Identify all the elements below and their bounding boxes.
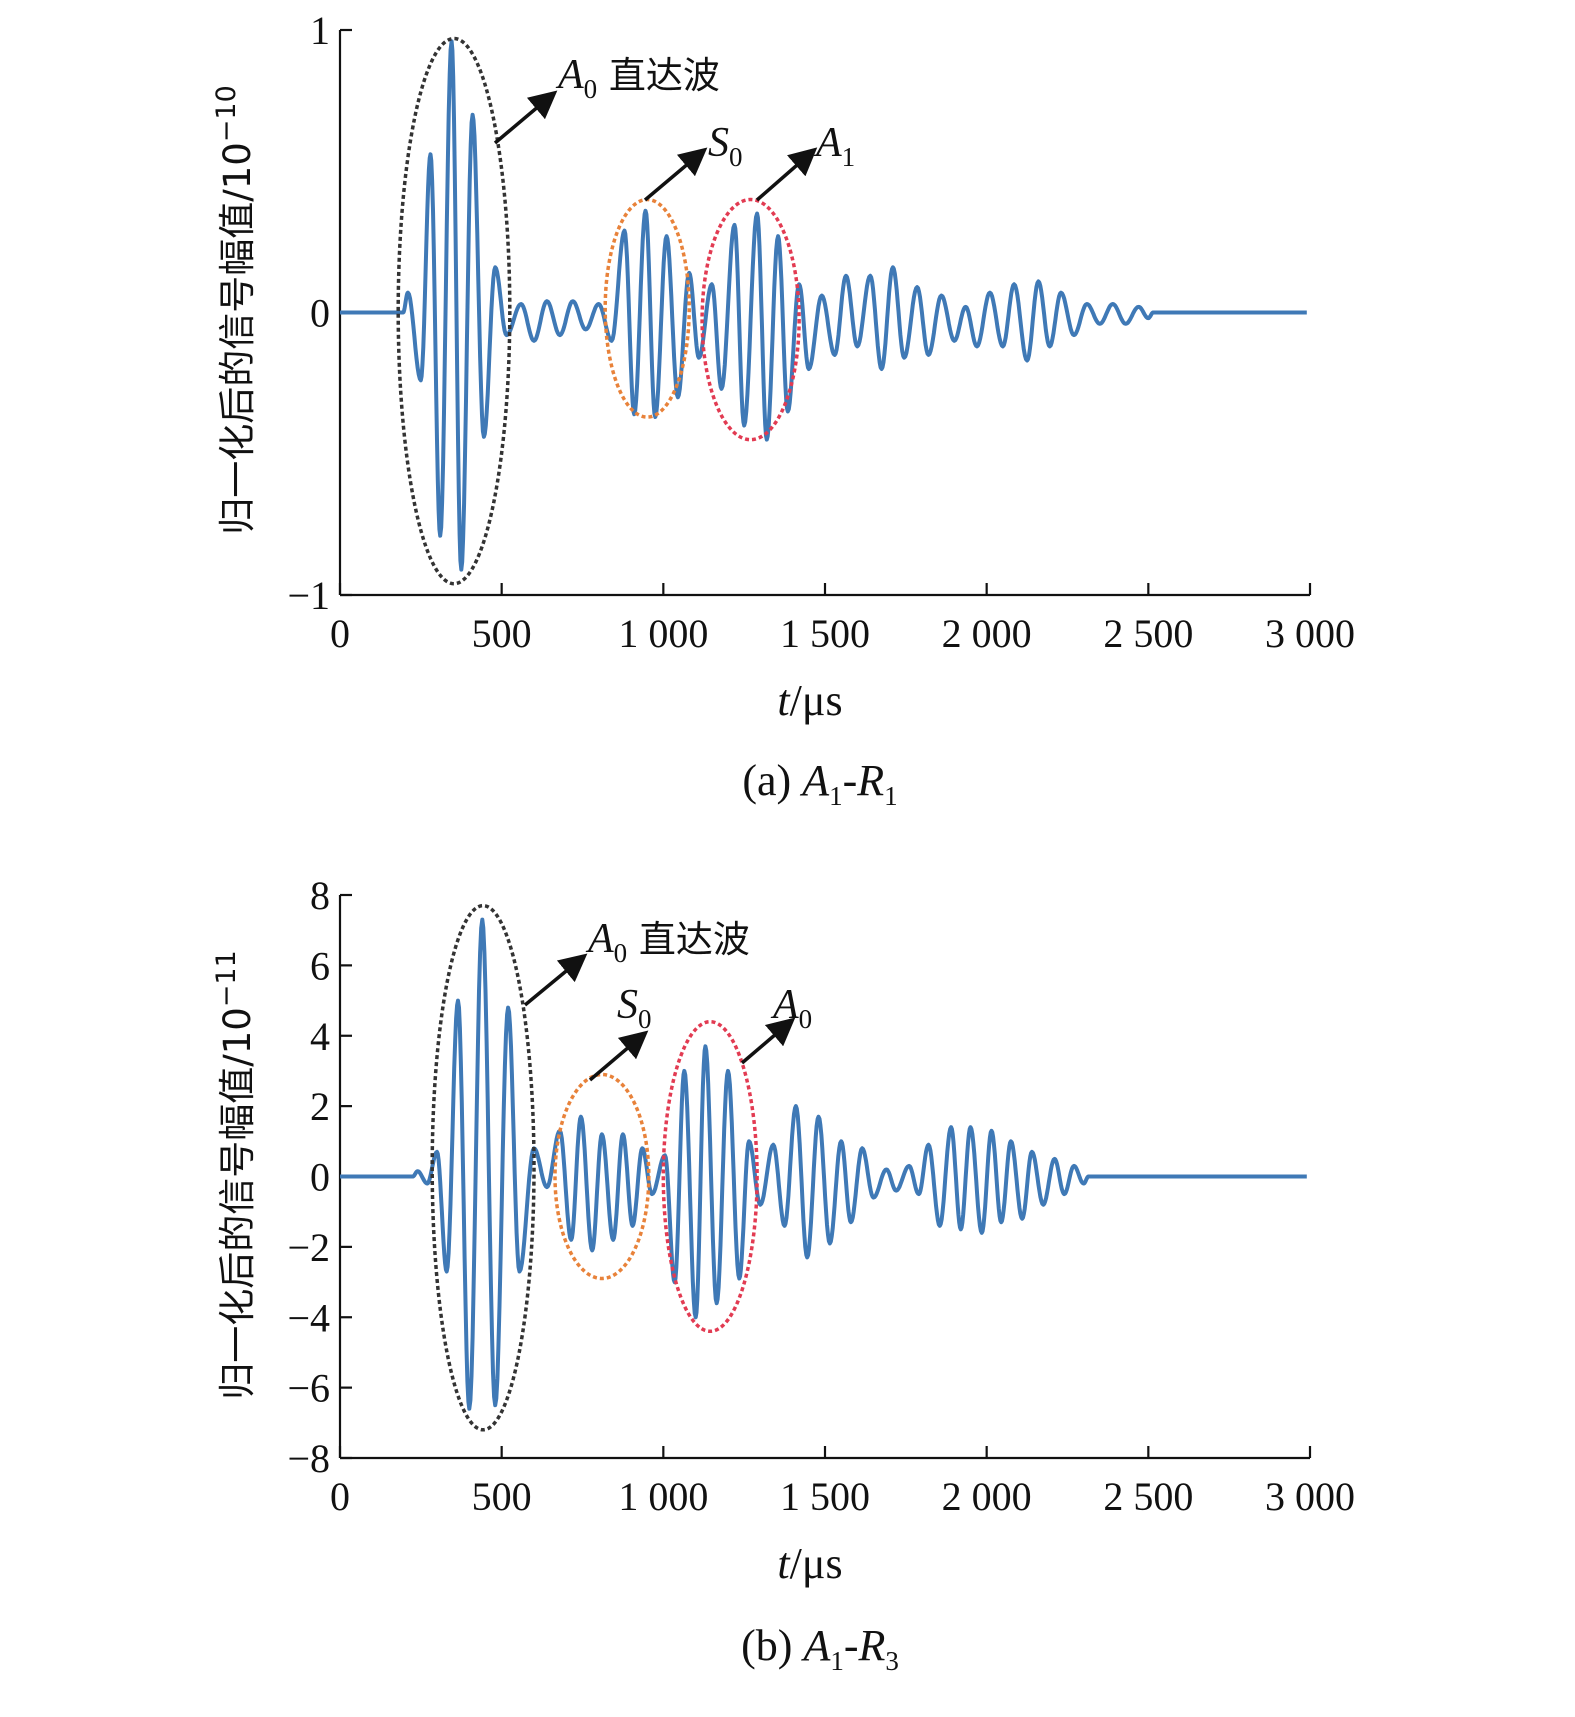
annotation-a1-a: A1 [813,120,855,172]
x-tick-label: 3 000 [1265,1474,1355,1519]
y-axis-label-b: 归一化后的信号幅值/10−11 [211,950,259,1400]
x-tick-labels-a: 0 500 1 000 1 500 2 000 2 500 3 000 [330,611,1355,656]
x-tick-label: 2 500 [1103,1474,1193,1519]
signal-line-b [340,917,1307,1411]
annotation-a0-direct-a: A0 直达波 [555,52,720,104]
y-tick-labels-a: −1 0 1 [287,8,330,618]
x-tick-label: 2 500 [1103,611,1193,656]
annotation-a0-second-b: A0 [770,982,812,1034]
signal-line-a [340,39,1307,572]
x-ticks-b [338,1446,1312,1458]
x-tick-label: 0 [330,611,350,656]
x-tick-label: 500 [472,1474,532,1519]
y-tick-label: 1 [310,8,330,53]
panel-a: 归一化后的信号幅值/10−10 −101 0 500 1 000 1 500 2 000… [211,8,1355,811]
x-tick-label: 2 000 [942,611,1032,656]
x-axis-label-b: t/μs [777,1539,842,1588]
ellipse-a0-b [661,1019,759,1334]
y-tick-label: 0 [310,1155,330,1200]
annotation-s0-b: S0 [617,982,652,1034]
y-tick-label: −8 [287,1436,330,1481]
caption-b: (b) A1-R3 [741,1621,899,1676]
panel-b: 归一化后的信号幅值/10−11 −8 −6 −4 −2 0 2 4 6 8 0 500 1 000 1… [211,873,1355,1676]
y-tick-label: −2 [287,1225,330,1270]
annotation-a0-direct-b: A0 直达波 [585,916,750,968]
y-tick-label: −4 [287,1295,330,1340]
x-axis-label-a: t/μs [777,676,842,725]
x-ticks-a [338,583,1312,595]
x-tick-label: 2 000 [942,1474,1032,1519]
ellipse-a1-a [700,197,801,442]
y-tick-labels-b: −8 −6 −4 −2 0 2 4 6 8 [287,873,330,1481]
x-tick-label: 1 500 [780,611,870,656]
caption-a: (a) A1-R1 [742,756,897,811]
arrow-a0-b [523,953,588,1007]
y-tick-label: 4 [310,1014,330,1059]
x-tick-label: 1 000 [618,611,708,656]
arrow-a0-second-b [740,1017,796,1065]
x-tick-label: 500 [472,611,532,656]
arrow-s0-b [588,1030,649,1082]
y-tick-label: −6 [287,1366,330,1411]
y-axis-label-a: 归一化后的信号幅值/10−10 [211,85,259,535]
x-tick-labels-b: 0 500 1 000 1 500 2 000 2 500 3 000 [330,1474,1355,1519]
arrow-a0-a [493,90,558,145]
arrow-a1-a [755,147,818,202]
annotation-s0-a: S0 [708,120,743,172]
ellipse-s0-b [553,1072,651,1281]
y-tick-label: 2 [310,1084,330,1129]
x-tick-label: 3 000 [1265,611,1355,656]
arrow-s0-a [643,147,708,202]
ellipse-a0-direct-b [430,903,536,1432]
y-tick-label: 0 [310,291,330,336]
y-tick-label: −1 [287,573,330,618]
x-tick-label: 1 000 [618,1474,708,1519]
y-tick-label: 8 [310,873,330,918]
y-tick-label: 6 [310,943,330,988]
x-tick-label: 0 [330,1474,350,1519]
x-tick-label: 1 500 [780,1474,870,1519]
